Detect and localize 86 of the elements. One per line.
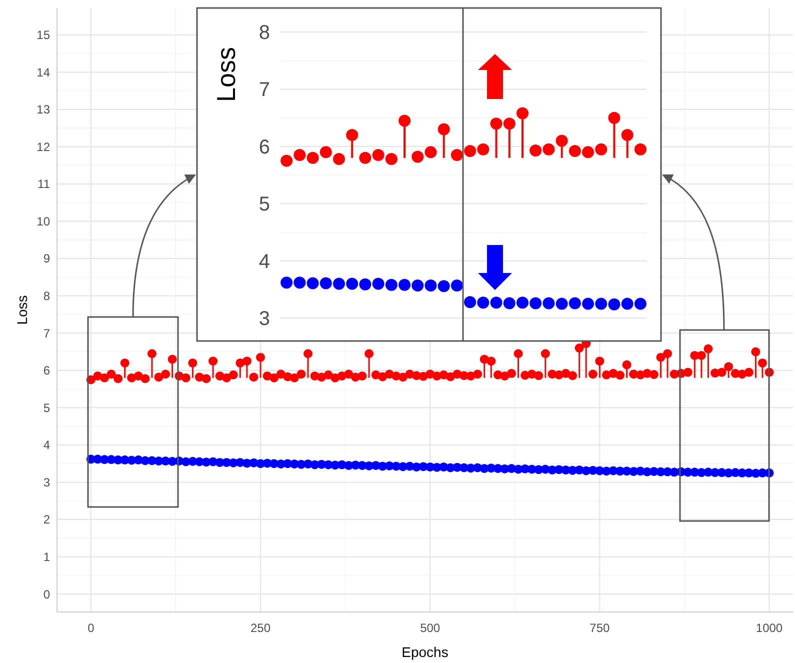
point (280, 154, 293, 167)
point (346, 129, 358, 142)
point (280, 276, 293, 289)
point (332, 153, 345, 166)
x-tick-label: 500 (420, 621, 440, 635)
point (398, 114, 411, 127)
point (359, 152, 372, 164)
point (595, 143, 608, 156)
point (568, 145, 581, 158)
point (438, 280, 450, 292)
point (556, 134, 568, 147)
point (372, 278, 384, 290)
point (332, 278, 345, 290)
point (516, 296, 528, 309)
point (372, 149, 384, 162)
point (477, 143, 490, 156)
point (490, 118, 502, 130)
point (530, 144, 542, 156)
y-tick-label: 3 (43, 475, 50, 490)
y-tick-label: 13 (36, 102, 50, 117)
x-tick-label: 250 (250, 621, 271, 635)
point (608, 298, 620, 310)
point (385, 153, 398, 166)
point (634, 143, 646, 156)
x-axis-title: Epochs (402, 644, 448, 660)
point (542, 297, 555, 310)
point (385, 278, 398, 291)
point (477, 296, 490, 309)
y-tick-label: 12 (36, 140, 50, 154)
point (516, 107, 528, 120)
point (346, 278, 358, 290)
y-tick-label: 5 (43, 400, 50, 415)
y-tick-label: 4 (258, 250, 270, 273)
y-tick-label: 14 (36, 65, 50, 80)
point (542, 143, 555, 156)
y-tick-label: 3 (258, 308, 270, 330)
point (621, 298, 634, 310)
point (530, 297, 542, 310)
y-tick-label: 4 (43, 438, 50, 452)
point (595, 298, 608, 310)
y-axis-title: Loss (14, 295, 30, 325)
point (294, 276, 306, 289)
point (412, 150, 424, 163)
point (359, 278, 372, 290)
x-tick-label: 0 (88, 621, 95, 635)
point (450, 149, 463, 162)
x-tick-label: 1000 (756, 621, 783, 635)
y-tick-label: 8 (258, 22, 270, 44)
point (464, 145, 476, 158)
y-tick-label: 0 (43, 587, 50, 602)
point (464, 296, 476, 308)
y-tick-label: 5 (258, 194, 270, 216)
y-tick-label: 11 (38, 177, 50, 192)
y-tick-label: 9 (43, 252, 50, 266)
point (320, 146, 332, 158)
y-tick-label: 2 (43, 512, 50, 527)
point (568, 297, 581, 310)
point (582, 298, 594, 310)
y-tick-label: 15 (36, 28, 50, 42)
point (424, 280, 437, 292)
y-tick-label: 8 (43, 289, 50, 304)
point (556, 298, 568, 310)
point (490, 296, 502, 309)
point (608, 112, 620, 124)
point (320, 277, 332, 290)
point (398, 278, 411, 291)
point (621, 129, 634, 142)
y-tick-label: 1 (43, 550, 50, 564)
point (503, 118, 516, 130)
point (438, 123, 450, 136)
point (503, 297, 516, 310)
y-tick-label: 7 (258, 79, 270, 102)
x-tick-label: 750 (590, 621, 610, 635)
point (306, 277, 319, 290)
y-tick-label: 6 (43, 364, 50, 378)
point (450, 280, 463, 292)
y-tick-label: 10 (36, 214, 50, 228)
point (582, 146, 594, 158)
y-tick-label: 6 (258, 136, 270, 158)
y-tick-label: 7 (43, 326, 50, 340)
point (306, 152, 319, 164)
point (294, 149, 306, 162)
point (412, 280, 424, 292)
point (424, 146, 437, 158)
point (634, 298, 646, 310)
y-axis-title: Loss (211, 47, 242, 102)
